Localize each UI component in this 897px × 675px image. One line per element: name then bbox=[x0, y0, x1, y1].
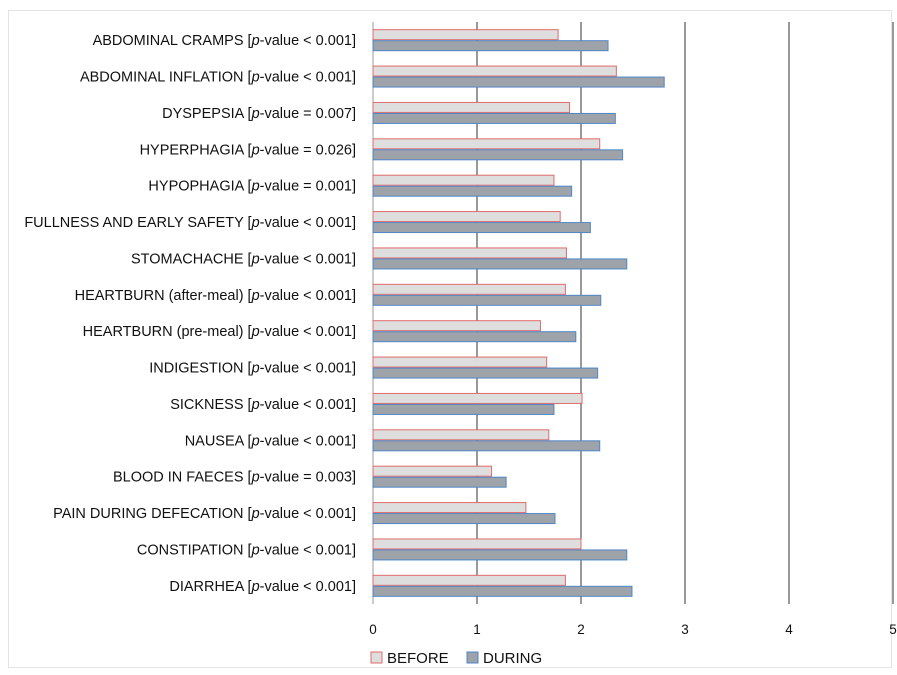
bar-during bbox=[372, 149, 624, 161]
bar-before bbox=[372, 65, 617, 77]
bar-during bbox=[372, 549, 628, 561]
category-label: BLOOD IN FAECES [p-value = 0.003] bbox=[113, 470, 356, 486]
bar-before bbox=[372, 574, 566, 586]
bar-during bbox=[372, 585, 633, 597]
category-label: SICKNESS [p-value < 0.001] bbox=[170, 397, 356, 413]
bar-before bbox=[372, 356, 548, 368]
bar-before bbox=[372, 29, 559, 41]
bar-during bbox=[372, 76, 665, 88]
bar-before bbox=[372, 101, 571, 113]
bar-before bbox=[372, 320, 541, 332]
bar-during bbox=[372, 440, 601, 452]
legend: BEFORE DURING bbox=[370, 650, 542, 667]
bar-during bbox=[372, 40, 609, 52]
bar-during bbox=[372, 222, 591, 234]
bars bbox=[372, 29, 665, 597]
x-tick-label: 5 bbox=[889, 622, 897, 637]
x-tick-label: 4 bbox=[785, 622, 793, 637]
category-labels: ABDOMINAL CRAMPS [p-value < 0.001] ABDOMI… bbox=[24, 33, 356, 595]
category-label: HEARTBURN (after-meal) [p-value < 0.001] bbox=[75, 288, 356, 304]
bar-before bbox=[372, 429, 550, 441]
bar-before bbox=[372, 174, 555, 186]
bar-during bbox=[372, 403, 555, 415]
bar-during bbox=[372, 331, 577, 343]
category-label: DIARRHEA [p-value < 0.001] bbox=[169, 579, 356, 595]
category-label: ABDOMINAL CRAMPS [p-value < 0.001] bbox=[93, 33, 356, 49]
bar-during bbox=[372, 112, 616, 124]
x-tick-label: 3 bbox=[681, 622, 689, 637]
bar-before bbox=[372, 392, 583, 404]
bar-before bbox=[372, 502, 527, 514]
bar-before bbox=[372, 211, 561, 223]
x-tick-label: 0 bbox=[369, 622, 377, 637]
bar-before bbox=[372, 283, 566, 295]
bar-before bbox=[372, 465, 493, 477]
bar-during bbox=[372, 367, 599, 379]
category-label: STOMACHACHE [p-value < 0.001] bbox=[131, 251, 356, 267]
category-label: INDIGESTION [p-value < 0.001] bbox=[149, 361, 356, 377]
category-label: HEARTBURN (pre-meal) [p-value < 0.001] bbox=[83, 324, 356, 340]
legend-label-before: BEFORE bbox=[387, 650, 449, 667]
category-label: FULLNESS AND EARLY SAFETY [p-value < 0.0… bbox=[24, 215, 356, 231]
bar-before bbox=[372, 138, 601, 150]
category-label: ABDOMINAL INFLATION [p-value < 0.001] bbox=[80, 70, 356, 86]
bar-during bbox=[372, 476, 507, 488]
category-label: NAUSEA [p-value < 0.001] bbox=[185, 433, 356, 449]
x-tick-label: 2 bbox=[577, 622, 585, 637]
category-label: HYPOPHAGIA [p-value = 0.001] bbox=[148, 179, 356, 195]
x-axis-ticks: 0 1 2 3 4 5 bbox=[369, 622, 897, 637]
legend-swatch-during bbox=[466, 651, 479, 664]
bar-during bbox=[372, 513, 556, 525]
bar-before bbox=[372, 247, 567, 259]
category-label: DYSPEPSIA [p-value = 0.007] bbox=[162, 106, 356, 122]
legend-label-during: DURING bbox=[483, 650, 542, 667]
category-label: PAIN DURING DEFECATION [p-value < 0.001] bbox=[53, 506, 356, 522]
bar-before bbox=[372, 538, 582, 550]
legend-swatch-before bbox=[370, 651, 383, 664]
category-label: CONSTIPATION [p-value < 0.001] bbox=[137, 542, 356, 558]
bar-during bbox=[372, 294, 602, 306]
bar-during bbox=[372, 258, 628, 270]
chart-frame bbox=[8, 10, 892, 668]
bar-during bbox=[372, 185, 573, 197]
x-tick-label: 1 bbox=[473, 622, 481, 637]
category-label: HYPERPHAGIA [p-value = 0.026] bbox=[140, 142, 356, 158]
